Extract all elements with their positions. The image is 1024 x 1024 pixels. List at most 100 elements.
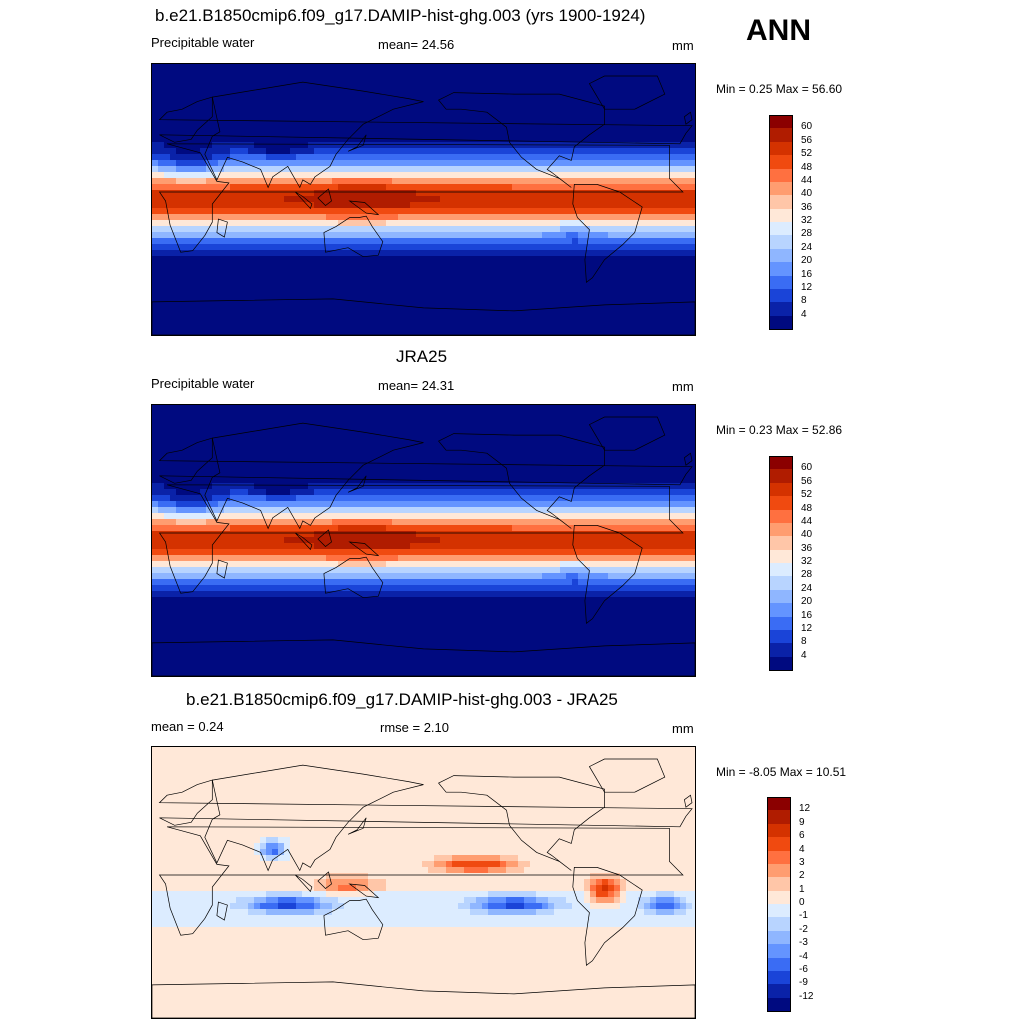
field-cell — [428, 112, 435, 119]
field-cell — [266, 310, 273, 317]
field-cell — [404, 160, 411, 167]
field-cell — [590, 304, 597, 311]
field-cell — [332, 130, 339, 137]
field-cell — [500, 328, 507, 335]
field-cell — [518, 435, 525, 442]
field-cell — [626, 304, 633, 311]
field-cell — [488, 70, 495, 77]
field-cell — [314, 298, 321, 305]
colorbar-swatch — [769, 168, 793, 183]
field-cell — [542, 88, 549, 95]
field-cell — [404, 441, 411, 448]
field-cell — [152, 82, 159, 89]
field-cell — [530, 423, 537, 430]
field-cell — [494, 405, 501, 412]
field-cell — [278, 124, 285, 131]
field-cell — [578, 172, 585, 179]
field-cell — [326, 94, 333, 101]
field-cell — [194, 88, 201, 95]
field-cell — [404, 429, 411, 436]
field-cell — [260, 190, 267, 197]
field-cell — [680, 82, 687, 89]
field-cell — [254, 441, 261, 448]
field-cell — [452, 220, 459, 227]
field-cell — [692, 166, 695, 173]
field-cell — [374, 238, 381, 245]
field-cell — [302, 166, 309, 173]
field-cell — [560, 64, 567, 71]
field-cell — [632, 118, 639, 125]
field-cell — [296, 417, 303, 424]
field-cell — [356, 405, 363, 412]
field-cell — [200, 268, 207, 275]
field-cell — [224, 82, 231, 89]
field-cell — [560, 244, 567, 251]
field-cell — [314, 70, 321, 77]
field-cell — [416, 172, 423, 179]
field-cell — [320, 411, 327, 418]
field-cell — [512, 136, 519, 143]
field-cell — [272, 82, 279, 89]
field-cell — [380, 130, 387, 137]
field-cell — [578, 88, 585, 95]
field-cell — [326, 226, 333, 233]
field-cell — [266, 441, 273, 448]
field-cell — [212, 292, 219, 299]
field-cell — [212, 220, 219, 227]
field-cell — [308, 417, 315, 424]
field-cell — [260, 220, 267, 227]
field-cell — [320, 256, 327, 263]
field-cell — [614, 280, 621, 287]
field-cell — [548, 112, 555, 119]
field-cell — [164, 106, 171, 113]
field-cell — [512, 94, 519, 101]
field-cell — [236, 88, 243, 95]
field-cell — [590, 190, 597, 197]
field-cell — [662, 334, 669, 335]
field-cell — [608, 262, 615, 269]
field-cell — [272, 76, 279, 83]
field-cell — [380, 441, 387, 448]
field-cell — [200, 70, 207, 77]
coastline — [347, 134, 367, 152]
field-cell — [488, 405, 495, 412]
field-cell — [248, 190, 255, 197]
field-cell — [584, 178, 591, 185]
field-cell — [470, 76, 477, 83]
field-cell — [674, 250, 681, 257]
field-cell — [254, 214, 261, 221]
field-cell — [206, 196, 213, 203]
field-cell — [158, 322, 165, 329]
field-cell — [536, 250, 543, 257]
field-cell — [422, 441, 429, 448]
field-cell — [416, 447, 423, 454]
field-cell — [662, 214, 669, 221]
field-cell — [428, 328, 435, 335]
field-cell — [662, 196, 669, 203]
field-cell — [254, 160, 261, 167]
field-cell — [524, 100, 531, 107]
field-cell — [554, 172, 561, 179]
field-cell — [644, 106, 651, 113]
field-cell — [530, 112, 537, 119]
field-cell — [512, 411, 519, 418]
field-cell — [338, 184, 345, 191]
field-cell — [332, 64, 339, 71]
field-cell — [170, 405, 177, 412]
field-cell — [326, 82, 333, 89]
field-cell — [464, 429, 471, 436]
field-cell — [500, 435, 507, 442]
field-cell — [152, 238, 159, 245]
field-cell — [668, 100, 675, 107]
field-cell — [428, 441, 435, 448]
field-cell — [230, 256, 237, 263]
field-cell — [608, 70, 615, 77]
field-cell — [380, 244, 387, 251]
field-cell — [158, 202, 165, 209]
field-cell — [254, 304, 261, 311]
field-cell — [332, 100, 339, 107]
field-cell — [434, 298, 441, 305]
field-cell — [314, 244, 321, 251]
field-cell — [446, 292, 453, 299]
field-cell — [524, 310, 531, 317]
